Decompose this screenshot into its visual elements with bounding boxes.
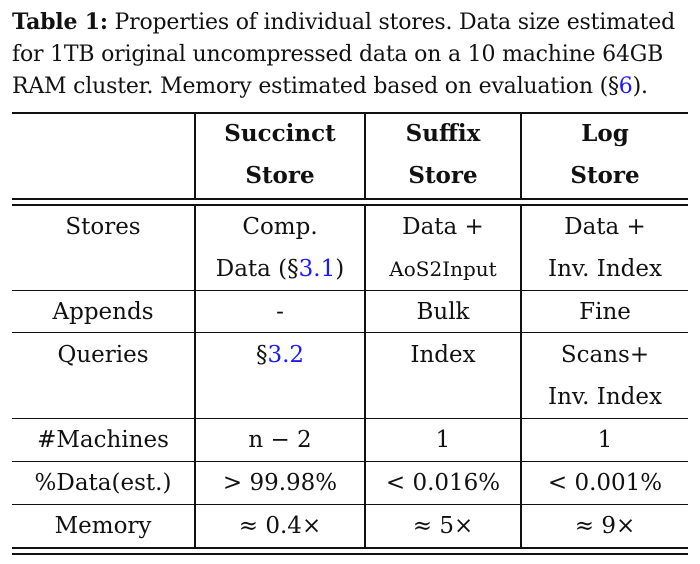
cell-memory-succinct: ≈ 0.4× — [238, 513, 322, 539]
caption-section-link[interactable]: 6 — [618, 74, 633, 99]
header-suffix-line2: Store — [408, 162, 478, 189]
cell-text: Data + — [402, 214, 484, 240]
cell-data-log: < 0.001% — [547, 470, 663, 496]
cell-text: Inv. Index — [548, 384, 662, 410]
col-divider — [194, 204, 196, 547]
cell-machines-suffix: 1 — [435, 427, 451, 453]
cell-appends-log: Fine — [579, 299, 631, 325]
cell-text: Data + — [564, 214, 646, 240]
header-suffix: Suffix Store — [366, 113, 520, 197]
cell-text-part: § — [255, 342, 268, 368]
header-log-line2: Store — [570, 162, 640, 189]
rule-header-1 — [12, 198, 688, 200]
cell-text: Comp. — [242, 214, 318, 240]
cell-memory-log: ≈ 9× — [574, 513, 636, 539]
cell-stores-succinct: Comp. Data (§3.1) — [196, 206, 364, 290]
col-divider — [520, 204, 522, 547]
table-caption: Table 1: Properties of individual stores… — [12, 6, 688, 103]
cell-machines-log: 1 — [597, 427, 613, 453]
row-label-data: %Data(est.) — [34, 470, 172, 496]
col-divider — [520, 112, 522, 198]
rule-row — [12, 290, 688, 291]
rule-top — [12, 112, 688, 114]
header-succinct-line1: Succinct — [224, 120, 336, 147]
row-label-machines: #Machines — [37, 427, 169, 453]
cell-memory-suffix: ≈ 5× — [412, 513, 474, 539]
rule-row — [12, 332, 688, 333]
rule-row — [12, 504, 688, 505]
cell-text: AoS2Input — [389, 257, 497, 281]
header-succinct: Succinct Store — [196, 113, 364, 197]
cell-machines-succinct: n − 2 — [248, 427, 312, 453]
caption-text-end: ). — [632, 74, 648, 99]
header-log-line1: Log — [581, 120, 629, 147]
rule-bottom-1 — [12, 547, 688, 549]
cell-queries-log: Scans+ Inv. Index — [522, 334, 688, 418]
col-divider — [194, 112, 196, 198]
cell-stores-suffix: Data + AoS2Input — [366, 206, 520, 290]
cell-text: Data (§3.1) — [196, 248, 364, 290]
rule-header-2 — [12, 204, 688, 206]
rule-row — [12, 418, 688, 419]
cell-stores-log: Data + Inv. Index — [522, 206, 688, 290]
rule-row — [12, 461, 688, 462]
caption-text: Properties of individual stores. Data si… — [12, 10, 676, 99]
cell-text: Scans+ — [560, 342, 650, 368]
cell-text-part: Data (§ — [215, 256, 299, 282]
header-suffix-line1: Suffix — [405, 120, 481, 147]
cell-text-part: ) — [335, 256, 345, 282]
section-link[interactable]: 3.1 — [298, 256, 336, 282]
section-link[interactable]: 3.2 — [267, 342, 305, 368]
row-label-stores: Stores — [65, 214, 141, 240]
cell-queries-suffix: Index — [410, 342, 476, 368]
row-label-memory: Memory — [54, 513, 152, 539]
header-log: Log Store — [522, 113, 688, 197]
col-divider — [364, 112, 366, 198]
cell-queries-succinct: §3.2 — [196, 334, 364, 376]
col-divider — [364, 204, 366, 547]
cell-appends-succinct: - — [276, 299, 284, 325]
cell-appends-suffix: Bulk — [416, 299, 470, 325]
caption-label: Table 1: — [12, 9, 108, 35]
cell-text: Inv. Index — [548, 256, 662, 282]
cell-data-suffix: < 0.016% — [385, 470, 501, 496]
row-label-appends: Appends — [52, 299, 154, 325]
cell-data-succinct: > 99.98% — [222, 470, 338, 496]
rule-bottom-2 — [12, 553, 688, 555]
row-label-queries: Queries — [57, 342, 149, 368]
header-succinct-line2: Store — [245, 162, 315, 189]
